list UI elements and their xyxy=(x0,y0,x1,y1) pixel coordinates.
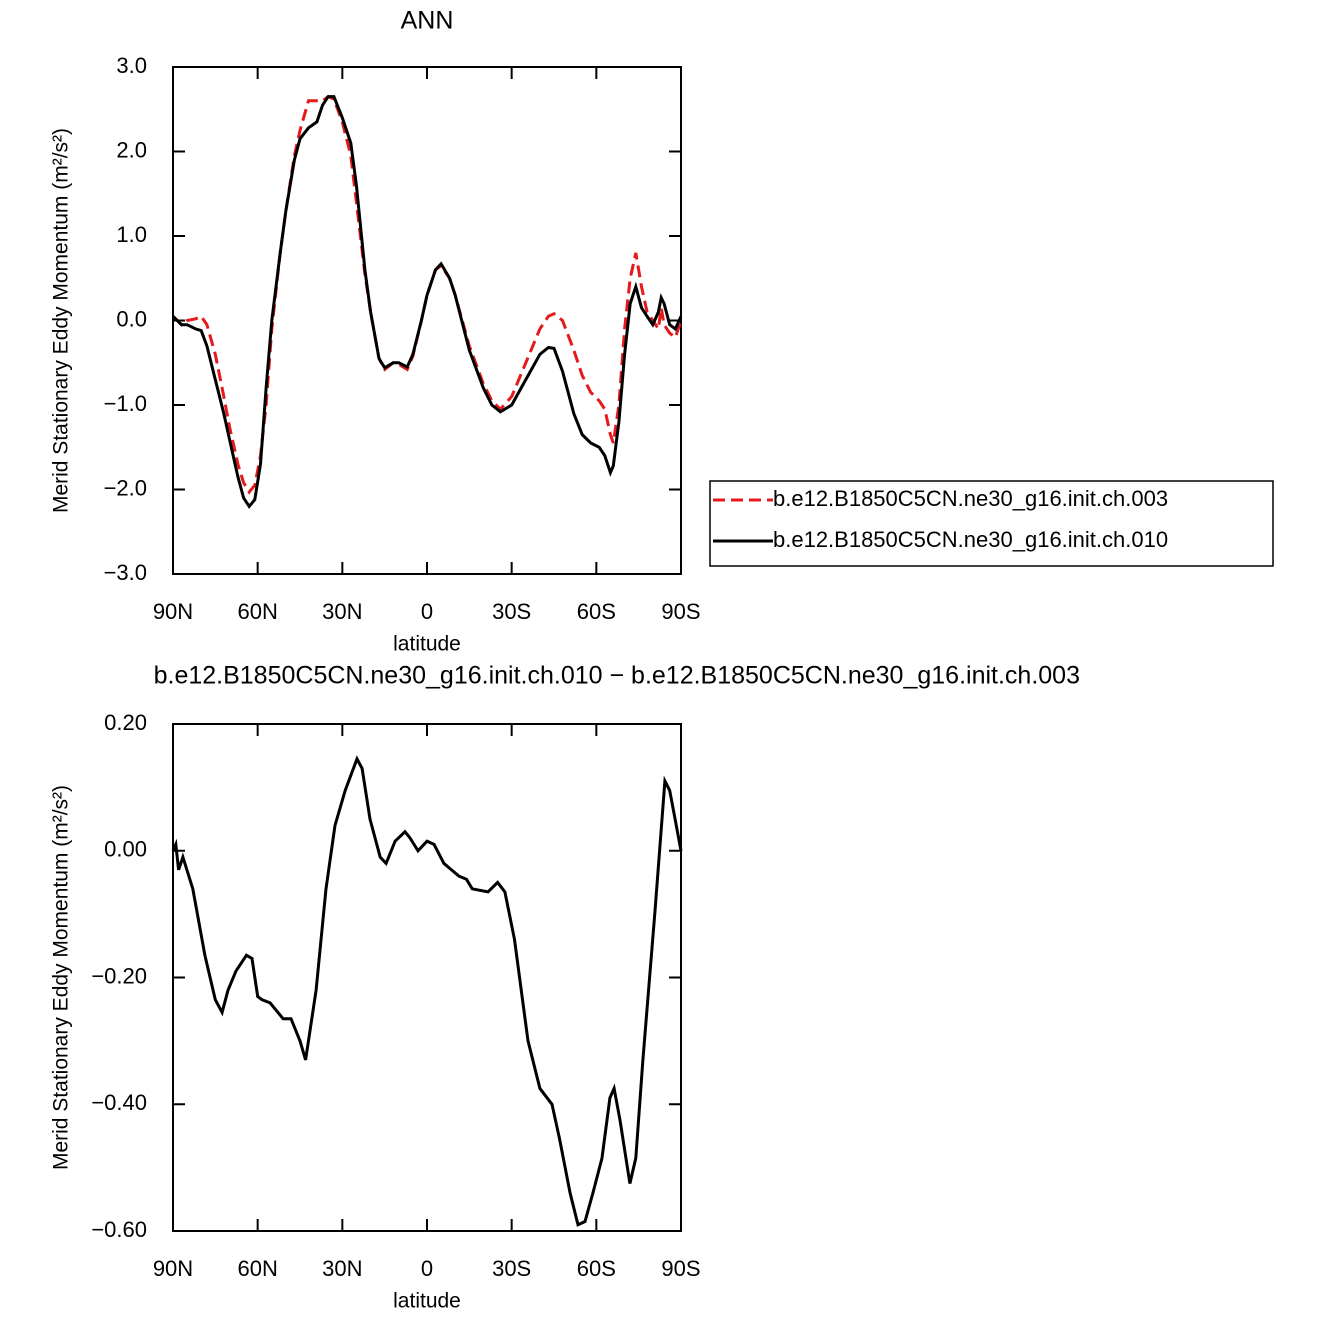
y-axis-label: Merid Stationary Eddy Momentum (m²/s²) xyxy=(50,785,73,1170)
plot-frame xyxy=(172,723,682,1232)
legend-label: b.e12.B1850C5CN.ne30_g16.init.ch.003 xyxy=(773,486,1168,511)
legend-box xyxy=(709,480,1274,567)
x-tick-label: 30S xyxy=(492,599,531,624)
x-tick-label: 0 xyxy=(421,599,433,624)
x-tick-label: 90S xyxy=(661,599,700,624)
x-tick-label: 90N xyxy=(153,1256,193,1281)
x-axis-label: latitude xyxy=(393,633,461,656)
x-tick-label: 90N xyxy=(153,599,193,624)
x-tick-label: 0 xyxy=(421,1256,433,1281)
y-tick-label: −3.0 xyxy=(104,560,147,585)
y-tick-label: 2.0 xyxy=(116,137,147,162)
x-tick-label: 60N xyxy=(237,599,277,624)
chart-title: b.e12.B1850C5CN.ne30_g16.init.ch.010 − b… xyxy=(154,662,1080,690)
y-tick-label: 1.0 xyxy=(116,222,147,247)
y-tick-label: −2.0 xyxy=(104,475,147,500)
legend-label: b.e12.B1850C5CN.ne30_g16.init.ch.010 xyxy=(773,527,1168,552)
x-tick-label: 30S xyxy=(492,1256,531,1281)
y-tick-label: −0.40 xyxy=(91,1090,147,1115)
y-tick-label: 0.20 xyxy=(104,710,147,735)
y-tick-label: −0.60 xyxy=(91,1217,147,1242)
y-axis-label: Merid Stationary Eddy Momentum (m²/s²) xyxy=(50,128,73,513)
y-tick-label: 3.0 xyxy=(116,53,147,78)
x-tick-label: 90S xyxy=(661,1256,700,1281)
x-tick-label: 30N xyxy=(322,599,362,624)
y-tick-label: −1.0 xyxy=(104,391,147,416)
x-axis-label: latitude xyxy=(393,1290,461,1313)
x-tick-label: 60S xyxy=(577,599,616,624)
x-tick-label: 60S xyxy=(577,1256,616,1281)
chart-title: ANN xyxy=(401,7,454,35)
y-tick-label: 0.0 xyxy=(116,306,147,331)
x-tick-label: 30N xyxy=(322,1256,362,1281)
x-tick-label: 60N xyxy=(237,1256,277,1281)
data-line xyxy=(171,95,683,509)
y-tick-label: 0.00 xyxy=(104,837,147,862)
plot-frame xyxy=(172,66,682,575)
data-line xyxy=(171,755,683,1227)
y-tick-label: −0.20 xyxy=(91,963,147,988)
